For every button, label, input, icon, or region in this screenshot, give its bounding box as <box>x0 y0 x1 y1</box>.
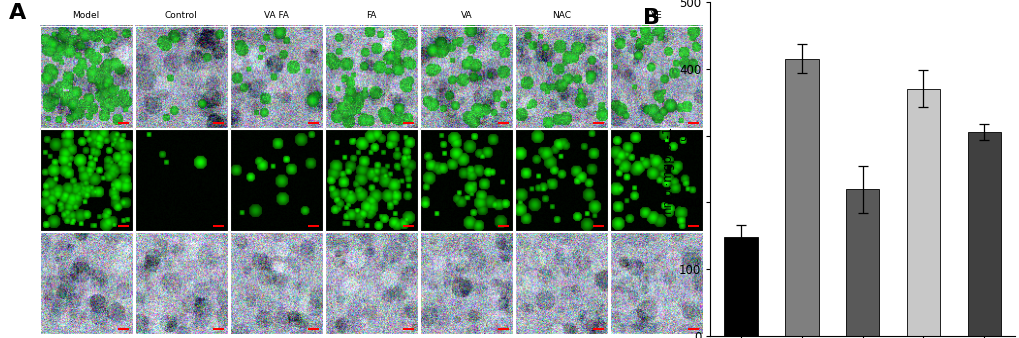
Bar <box>118 122 128 124</box>
Bar <box>845 189 878 336</box>
Bar <box>420 26 513 128</box>
Bar <box>135 232 227 334</box>
Bar <box>609 232 702 334</box>
Bar <box>592 328 603 330</box>
Bar <box>515 129 607 231</box>
Bar <box>906 89 940 336</box>
Bar <box>229 129 322 231</box>
Bar <box>785 58 818 336</box>
Bar <box>688 225 699 227</box>
Text: VA: VA <box>461 11 472 20</box>
Bar <box>403 225 414 227</box>
Bar <box>592 225 603 227</box>
Bar <box>213 328 224 330</box>
Bar <box>40 129 132 231</box>
Bar <box>967 132 1000 336</box>
Bar <box>723 237 757 336</box>
Bar <box>515 232 607 334</box>
Bar <box>497 328 508 330</box>
Text: FA: FA <box>366 11 376 20</box>
Bar <box>135 129 227 231</box>
Text: B: B <box>643 8 659 28</box>
Bar <box>308 328 319 330</box>
Bar <box>40 26 132 128</box>
Text: VA FA: VA FA <box>264 11 288 20</box>
Bar <box>420 129 513 231</box>
Bar <box>592 122 603 124</box>
Bar <box>515 26 607 128</box>
Bar <box>497 122 508 124</box>
Bar <box>229 26 322 128</box>
Bar <box>609 129 702 231</box>
Bar <box>688 122 699 124</box>
Bar <box>118 328 128 330</box>
Bar <box>135 26 227 128</box>
Bar <box>688 328 699 330</box>
Bar <box>609 26 702 128</box>
Bar <box>403 328 414 330</box>
Bar <box>308 225 319 227</box>
Text: NAC: NAC <box>551 11 571 20</box>
Bar <box>325 26 418 128</box>
Text: VE: VE <box>650 11 661 20</box>
Bar <box>118 225 128 227</box>
Text: Model: Model <box>72 11 100 20</box>
Bar <box>229 232 322 334</box>
Bar <box>403 122 414 124</box>
Text: A: A <box>8 3 25 23</box>
Bar <box>308 122 319 124</box>
Bar <box>497 225 508 227</box>
Bar <box>213 225 224 227</box>
Y-axis label: nmol·mgprot-1: nmol·mgprot-1 <box>660 125 673 213</box>
Bar <box>325 129 418 231</box>
Bar <box>325 232 418 334</box>
Bar <box>420 232 513 334</box>
Text: Control: Control <box>165 11 198 20</box>
Bar <box>40 232 132 334</box>
Bar <box>213 122 224 124</box>
